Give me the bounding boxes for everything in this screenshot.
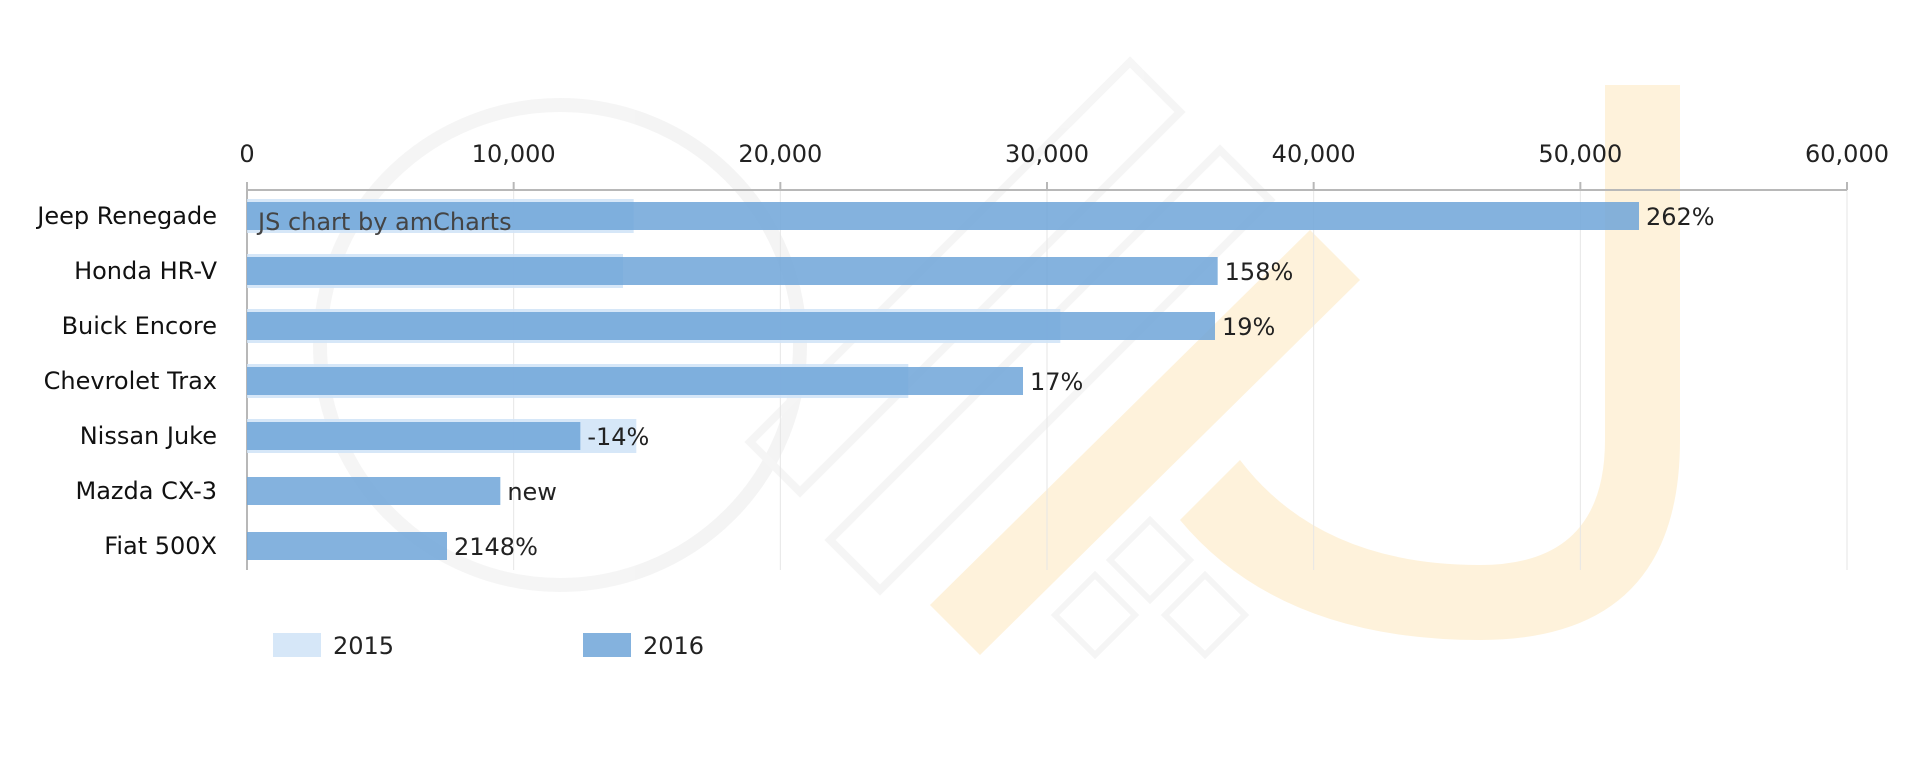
- data-label: 19%: [1222, 313, 1275, 341]
- x-tick-label: 60,000: [1805, 140, 1889, 168]
- watermark-letter-j: [1180, 85, 1680, 640]
- x-tick-label: 20,000: [738, 140, 822, 168]
- category-label: Nissan Juke: [80, 422, 217, 450]
- x-tick-label: 10,000: [472, 140, 556, 168]
- bar-2016[interactable]: [247, 257, 1218, 285]
- watermark-diamond-small-2: [1160, 570, 1250, 660]
- bar-2016[interactable]: [247, 477, 501, 505]
- data-label: 158%: [1225, 258, 1294, 286]
- category-labels: Jeep Renegade Honda HR-V Buick Encore Chevr…: [35, 202, 217, 560]
- data-label: new: [507, 478, 557, 506]
- legend: 2015 2016: [273, 632, 704, 660]
- legend-swatch-2016[interactable]: [583, 633, 631, 657]
- bar-2016[interactable]: [247, 312, 1215, 340]
- x-tick-label: 50,000: [1538, 140, 1622, 168]
- data-label: 17%: [1030, 368, 1083, 396]
- category-label: Buick Encore: [62, 312, 217, 340]
- watermark-diamond-small-3: [1050, 570, 1140, 660]
- bar-2016[interactable]: [247, 532, 447, 560]
- bar-2016[interactable]: [247, 367, 1023, 395]
- x-tick-label: 30,000: [1005, 140, 1089, 168]
- watermark-ring: [313, 98, 807, 592]
- category-label: Mazda CX-3: [75, 477, 217, 505]
- category-label: Fiat 500X: [104, 532, 217, 560]
- data-label: 2148%: [454, 533, 538, 561]
- watermark-diamond-outline-2: [824, 144, 1276, 596]
- category-label: Chevrolet Trax: [44, 367, 217, 395]
- chart-credit[interactable]: JS chart by amCharts: [256, 208, 512, 236]
- legend-label-2015[interactable]: 2015: [333, 632, 394, 660]
- data-label: -14%: [587, 423, 649, 451]
- watermark-diamond-small-1: [1105, 515, 1195, 605]
- watermark-letter-t: [930, 230, 1360, 655]
- category-label: Honda HR-V: [74, 257, 218, 285]
- x-tick-label: 0: [239, 140, 254, 168]
- bar-2016[interactable]: [247, 422, 581, 450]
- x-axis-ticks: 0 10,000 20,000 30,000 40,000 50,000 60,000: [239, 140, 1889, 190]
- category-label: Jeep Renegade: [35, 202, 217, 230]
- legend-label-2016[interactable]: 2016: [643, 632, 704, 660]
- series-2016: [247, 202, 1639, 560]
- data-labels: 262% 158% 19% 17% -14% new 2148%: [454, 203, 1715, 561]
- x-tick-label: 40,000: [1272, 140, 1356, 168]
- data-label: 262%: [1646, 203, 1715, 231]
- bar-2016[interactable]: [247, 202, 1639, 230]
- legend-swatch-2015[interactable]: [273, 633, 321, 657]
